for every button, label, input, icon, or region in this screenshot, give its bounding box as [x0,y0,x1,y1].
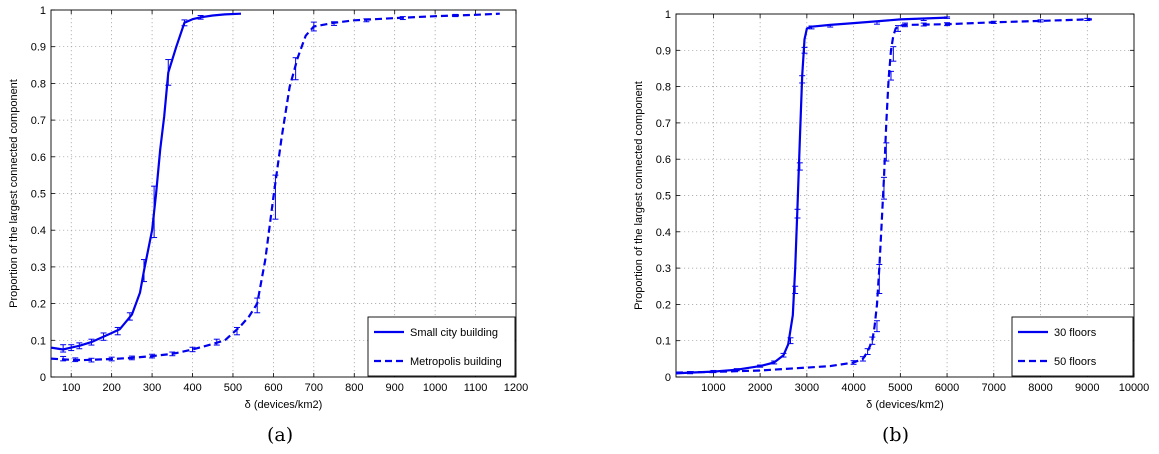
chart-a-x-axis-label: δ (devices/km2) [245,399,323,411]
chart-a-xtick-label: 200 [102,382,120,394]
chart-b-legend-label-1: 50 floors [1054,356,1097,368]
chart-panel-a: 100 200 300 400 500 600 700 800 900 1000 1100 1200 0… [8,5,528,446]
chart-a-legend-box [367,316,516,377]
chart-b-legend-box [1011,316,1134,377]
chart-b-ytick-label: 0.4 [656,227,671,239]
chart-b-xtick-label: 5000 [888,382,912,394]
chart-b-ytick-label: 0.3 [656,263,671,275]
chart-b-ytick-label: 0.2 [656,299,671,311]
chart-b-xtick-label: 3000 [795,382,819,394]
chart-a-legend-label-1: Metropolis building [410,356,502,368]
chart-b-series-0 [676,16,951,375]
chart-b-xtick-label: 4000 [841,382,865,394]
chart-a-ytick-label: 0.8 [31,78,46,90]
chart-b-series-line-0 [676,16,948,375]
chart-b-ytick-label: 0 [665,372,671,384]
chart-a-svg: 100 200 300 400 500 600 700 800 900 1000 1100 1200 0… [8,5,528,411]
chart-a-series-line-0 [51,12,242,351]
chart-a-ytick-label: 0.6 [31,152,46,164]
chart-a-ytick-label: 1 [40,5,46,17]
chart-b-svg: 1000 2000 3000 4000 5000 6000 7000 8000 9000 1000… [633,9,1150,411]
chart-a-xtick-label: 800 [345,382,363,394]
chart-b-y-axis-label: Proportion of the largest connected comp… [633,81,645,310]
chart-a-ytick-label: 0.7 [31,115,46,127]
chart-a-ytick-label: 0.1 [31,335,46,347]
chart-a-xtick-label: 400 [183,382,201,394]
chart-a-xtick-label: 700 [305,382,323,394]
chart-a-ytick-label: 0.4 [31,225,46,237]
chart-b-ytick-label: 0.7 [656,118,671,130]
chart-b-ytick-label: 0.9 [656,45,671,57]
chart-a-series-0 [51,12,242,353]
chart-a-legend-label-0: Small city building [410,327,498,339]
chart-b-series-1 [676,17,1092,374]
chart-a-xtick-label: 300 [143,382,161,394]
chart-b-xtick-label: 2000 [748,382,772,394]
chart-a-ytick-label: 0.3 [31,262,46,274]
caption-a: (a) [267,424,294,446]
chart-b-ytick-label: 1 [665,9,671,21]
chart-a-xtick-label: 1100 [464,382,488,394]
chart-a-ytick-label: 0.5 [31,189,46,201]
chart-b-ytick-label: 0.6 [656,154,671,166]
chart-a-ytick-label: 0.2 [31,299,46,311]
chart-a-xtick-label: 900 [386,382,404,394]
chart-b-xtick-label: 8000 [1028,382,1052,394]
chart-b-series-line-1 [676,18,1092,374]
chart-b-xtick-label: 6000 [935,382,959,394]
chart-b-xtick-label: 10000 [1119,382,1150,394]
chart-panel-b: 1000 2000 3000 4000 5000 6000 7000 8000 9000 1000… [580,0,1159,454]
chart-b-x-axis-label: δ (devices/km2) [866,399,944,411]
chart-b-xtick-label: 9000 [1075,382,1099,394]
chart-b-ytick-label: 0.8 [656,82,671,94]
chart-a-xtick-label: 1000 [423,382,447,394]
chart-b-legend-label-0: 30 floors [1054,327,1097,339]
chart-a-series-line-1 [51,12,500,362]
chart-a-xtick-label: 600 [264,382,282,394]
chart-a-xtick-label: 500 [224,382,242,394]
chart-b-xtick-label: 7000 [982,382,1006,394]
chart-a-ytick-label: 0.9 [31,42,46,54]
chart-a-y-axis-label: Proportion of the largest connected comp… [8,79,20,308]
chart-a-xtick-label: 100 [62,382,80,394]
chart-b-xtick-label: 1000 [701,382,725,394]
chart-a-xtick-label: 1200 [504,382,528,394]
caption-b: (b) [882,424,909,446]
chart-a-series-1 [51,12,500,363]
chart-b-ytick-label: 0.1 [656,336,671,348]
chart-a-ytick-label: 0 [40,372,46,384]
chart-b-ytick-label: 0.5 [656,191,671,203]
